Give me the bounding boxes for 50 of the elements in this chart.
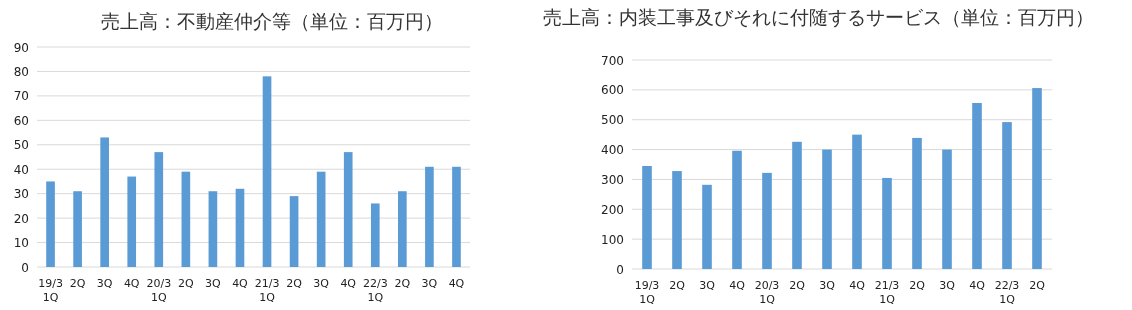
x-tick-label: 2Q <box>286 277 303 290</box>
chart-title: 売上高：内装工事及びそれに付随するサービス（単位：百万円） <box>542 6 1094 28</box>
x-tick-label: 4Q <box>232 277 249 290</box>
x-tick-label: 2Q <box>669 279 686 292</box>
x-tick-label: 20/3 1Q <box>146 277 172 304</box>
x-tick-label: 2Q <box>1029 279 1046 292</box>
y-tick-label: 50 <box>13 138 29 153</box>
x-tick-label: 19/3 1Q <box>634 279 660 306</box>
x-tick-label: 4Q <box>969 279 986 292</box>
x-tick-label: 19/3 1Q <box>38 277 63 304</box>
x-tick-label: 4Q <box>448 277 465 290</box>
x-tick-label: 3Q <box>819 279 836 292</box>
x-tick-label: 2Q <box>394 277 411 290</box>
y-tick-label: 10 <box>13 236 29 251</box>
x-tick-label: 3Q <box>313 277 330 290</box>
y-tick-label: 400 <box>601 143 624 158</box>
x-tick-label: 3Q <box>699 279 716 292</box>
y-tick-label: 0 <box>616 262 624 277</box>
x-tick-label: 3Q <box>939 279 956 292</box>
x-tick-label: 22/3 1Q <box>362 277 388 304</box>
x-tick-label: 2Q <box>69 277 86 290</box>
y-tick-label: 30 <box>13 187 29 202</box>
y-tick-label: 60 <box>13 113 29 128</box>
y-tick-label: 20 <box>13 211 29 226</box>
x-tick-label: 3Q <box>421 277 438 290</box>
y-tick-label: 0 <box>21 260 29 275</box>
x-tick-label: 4Q <box>340 277 357 290</box>
x-tick-label: 21/3 1Q <box>874 279 900 306</box>
x-tick-label: 2Q <box>909 279 926 292</box>
y-tick-label: 200 <box>601 202 624 217</box>
x-tick-label: 2Q <box>789 279 806 292</box>
y-tick-label: 90 <box>13 40 29 55</box>
x-tick-label: 2Q <box>178 277 195 290</box>
y-tick-label: 80 <box>13 64 29 79</box>
x-tick-label: 3Q <box>205 277 222 290</box>
y-tick-label: 700 <box>601 53 624 68</box>
chart-title: 売上高：不動産仲介等（単位：百万円） <box>101 10 443 32</box>
x-tick-label: 21/3 1Q <box>254 277 280 304</box>
y-tick-label: 100 <box>601 232 624 247</box>
x-tick-label: 3Q <box>96 277 113 290</box>
x-tick-label: 4Q <box>849 279 866 292</box>
x-tick-label: 20/3 1Q <box>754 279 780 306</box>
x-tick-label: 4Q <box>123 277 140 290</box>
y-tick-label: 70 <box>13 89 29 104</box>
y-tick-label: 500 <box>601 113 624 128</box>
y-tick-label: 300 <box>601 172 624 187</box>
y-tick-label: 40 <box>13 162 29 177</box>
x-tick-label: 4Q <box>729 279 746 292</box>
y-tick-label: 600 <box>601 83 624 98</box>
x-tick-label: 22/3 1Q <box>994 279 1020 306</box>
